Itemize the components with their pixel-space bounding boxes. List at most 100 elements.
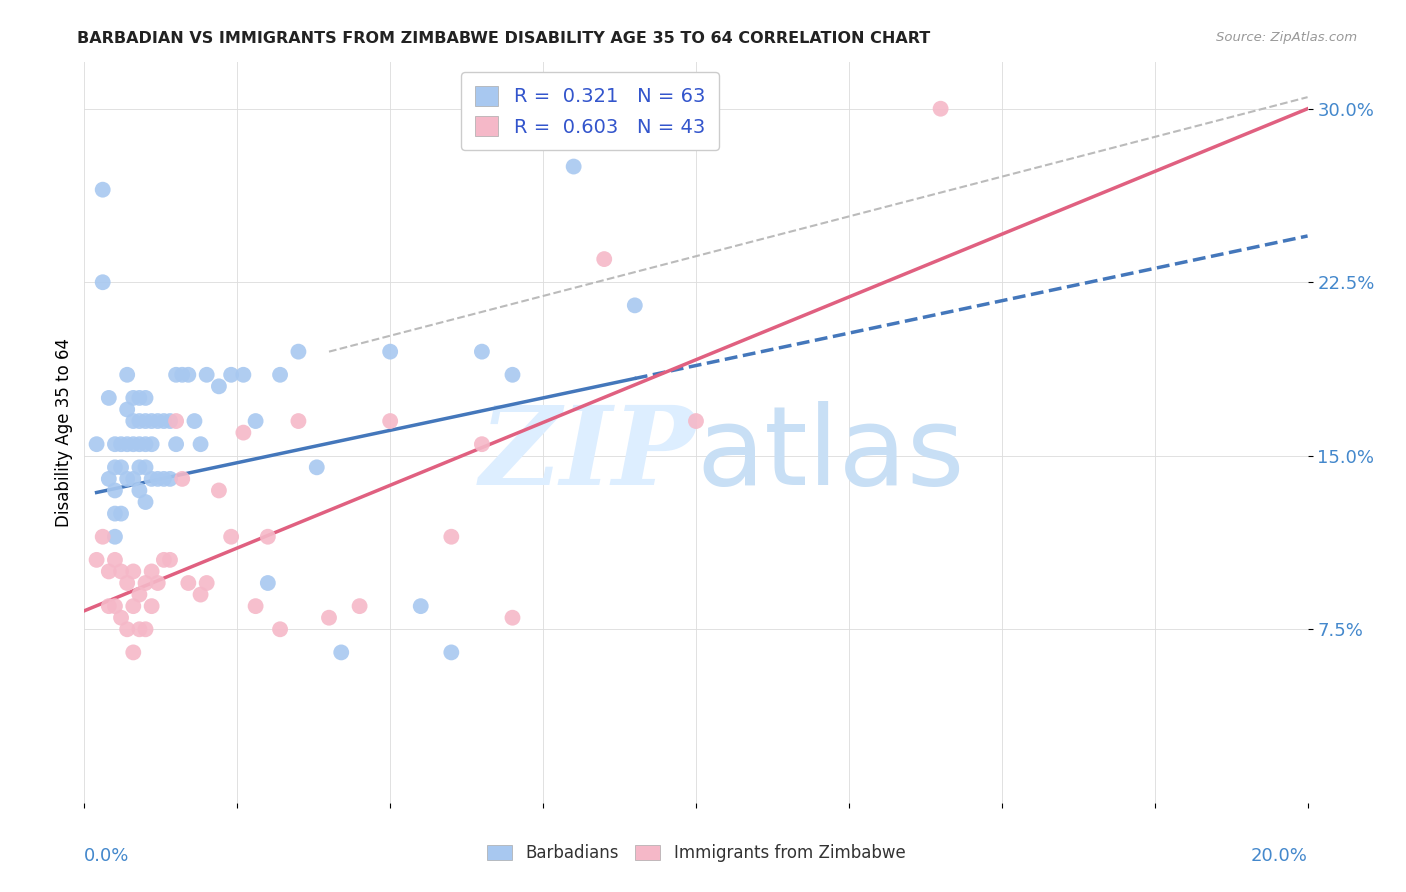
Point xyxy=(115,437,138,451)
Point xyxy=(104,599,127,614)
Point xyxy=(318,610,340,624)
Point xyxy=(257,530,280,544)
Point xyxy=(269,622,291,636)
Point xyxy=(195,576,218,591)
Point xyxy=(305,460,328,475)
Point xyxy=(287,344,309,359)
Point xyxy=(624,298,647,312)
Point xyxy=(153,472,176,486)
Point xyxy=(104,530,127,544)
Point xyxy=(141,565,163,579)
Point xyxy=(104,460,127,475)
Point xyxy=(172,368,194,382)
Point xyxy=(471,437,494,451)
Point xyxy=(115,576,138,591)
Point xyxy=(440,530,463,544)
Point xyxy=(172,472,194,486)
Point xyxy=(409,599,432,614)
Point xyxy=(146,472,169,486)
Point xyxy=(97,391,120,405)
Point xyxy=(128,588,150,602)
Point xyxy=(135,622,157,636)
Point xyxy=(159,414,181,428)
Point xyxy=(208,379,231,393)
Point xyxy=(135,414,157,428)
Point xyxy=(122,437,145,451)
Point xyxy=(269,368,291,382)
Point xyxy=(195,368,218,382)
Point xyxy=(232,425,254,440)
Point xyxy=(153,553,176,567)
Point xyxy=(97,599,120,614)
Point xyxy=(219,530,242,544)
Point xyxy=(208,483,231,498)
Point xyxy=(110,610,132,624)
Point xyxy=(190,588,212,602)
Point xyxy=(562,160,585,174)
Point xyxy=(110,565,132,579)
Point xyxy=(141,472,163,486)
Point xyxy=(165,437,187,451)
Point xyxy=(135,576,157,591)
Point xyxy=(287,414,309,428)
Point xyxy=(135,495,157,509)
Point xyxy=(593,252,616,266)
Point xyxy=(115,622,138,636)
Point xyxy=(929,102,952,116)
Point xyxy=(135,437,157,451)
Point xyxy=(122,565,145,579)
Point xyxy=(110,507,132,521)
Point xyxy=(159,472,181,486)
Point xyxy=(104,553,127,567)
Point xyxy=(128,414,150,428)
Point xyxy=(91,530,114,544)
Point xyxy=(122,645,145,659)
Point xyxy=(349,599,371,614)
Point xyxy=(110,437,132,451)
Text: atlas: atlas xyxy=(696,401,965,508)
Point xyxy=(165,368,187,382)
Point xyxy=(177,576,200,591)
Point xyxy=(141,414,163,428)
Point xyxy=(471,344,494,359)
Point xyxy=(380,344,402,359)
Point xyxy=(110,460,132,475)
Text: ZIP: ZIP xyxy=(479,401,696,508)
Point xyxy=(86,437,108,451)
Point xyxy=(86,553,108,567)
Point xyxy=(128,437,150,451)
Point xyxy=(380,414,402,428)
Point xyxy=(232,368,254,382)
Point xyxy=(104,483,127,498)
Point xyxy=(153,414,176,428)
Point xyxy=(135,391,157,405)
Point xyxy=(97,472,120,486)
Point xyxy=(330,645,353,659)
Point xyxy=(146,576,169,591)
Point xyxy=(122,391,145,405)
Text: BARBADIAN VS IMMIGRANTS FROM ZIMBABWE DISABILITY AGE 35 TO 64 CORRELATION CHART: BARBADIAN VS IMMIGRANTS FROM ZIMBABWE DI… xyxy=(77,31,931,46)
Point xyxy=(122,414,145,428)
Point xyxy=(97,565,120,579)
Point xyxy=(190,437,212,451)
Text: 0.0%: 0.0% xyxy=(84,847,129,865)
Point xyxy=(440,645,463,659)
Point xyxy=(245,414,267,428)
Point xyxy=(122,599,145,614)
Point xyxy=(115,368,138,382)
Point xyxy=(104,507,127,521)
Point xyxy=(128,483,150,498)
Point xyxy=(177,368,200,382)
Point xyxy=(502,610,524,624)
Point xyxy=(146,414,169,428)
Point xyxy=(104,437,127,451)
Point xyxy=(159,553,181,567)
Point xyxy=(122,472,145,486)
Text: 20.0%: 20.0% xyxy=(1251,847,1308,865)
Point xyxy=(135,460,157,475)
Point xyxy=(91,275,114,289)
Point xyxy=(685,414,707,428)
Point xyxy=(115,472,138,486)
Point xyxy=(91,183,114,197)
Point xyxy=(141,599,163,614)
